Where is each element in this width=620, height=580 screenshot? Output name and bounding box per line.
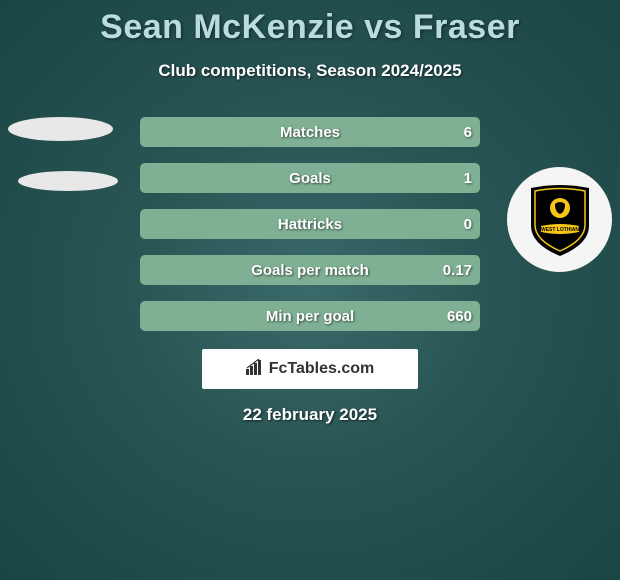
stat-row: Goals per match0.17 (0, 255, 620, 285)
stat-value-right: 1 (464, 163, 472, 193)
stat-value-right: 6 (464, 117, 472, 147)
stat-label: Min per goal (140, 301, 480, 331)
stat-value-right: 0.17 (443, 255, 472, 285)
stat-value-right: 660 (447, 301, 472, 331)
page-title: Sean McKenzie vs Fraser (0, 0, 620, 47)
stat-label: Goals (140, 163, 480, 193)
stat-row: Hattricks0 (0, 209, 620, 239)
stat-row: Goals1 (0, 163, 620, 193)
stat-row: Min per goal660 (0, 301, 620, 331)
brand-text: FcTables.com (269, 360, 375, 378)
stat-value-right: 0 (464, 209, 472, 239)
footer-date: 22 february 2025 (0, 405, 620, 425)
brand-chart-icon (246, 359, 264, 380)
stat-label: Matches (140, 117, 480, 147)
brand-box[interactable]: FcTables.com (202, 349, 418, 389)
stats-container: WEST LOTHIAN Matches6Goals1Hattricks0Goa… (0, 117, 620, 331)
stat-label: Hattricks (140, 209, 480, 239)
stat-label: Goals per match (140, 255, 480, 285)
stat-row: Matches6 (0, 117, 620, 147)
subtitle: Club competitions, Season 2024/2025 (0, 61, 620, 81)
